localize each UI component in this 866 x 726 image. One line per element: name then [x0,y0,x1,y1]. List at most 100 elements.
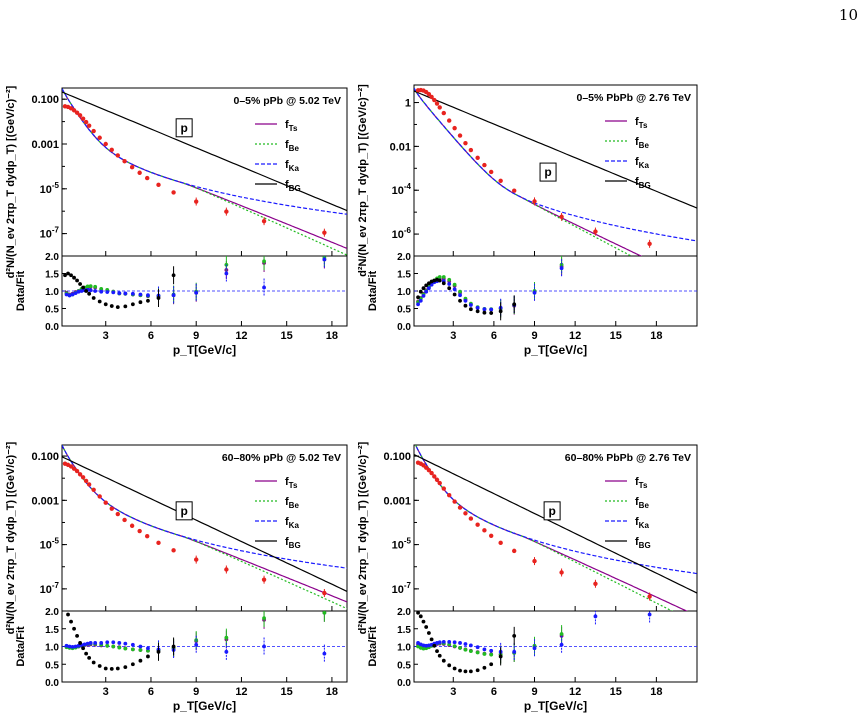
ratio-point-BG [458,298,462,303]
xtick-label: 12 [235,330,247,342]
fit-curve-BG [62,91,347,212]
legend-label-Ka: fKa [285,159,299,173]
data-point [447,493,452,498]
data-point [129,165,135,170]
ratio-point-BG [66,612,70,617]
xtick-label: 12 [569,330,581,342]
legend-label-sub: Be [289,501,300,510]
ratio-point-BG [447,663,452,668]
ratio-point-Ka [447,282,452,286]
data-point [457,133,463,138]
data-point [86,482,92,487]
fit-curves [62,88,347,256]
data-point [144,533,150,539]
ratio-point-BG [437,653,442,658]
fit-curve-Ka [414,87,697,242]
ytick-label: 0.100 [31,451,59,463]
legend-label-sub: Ts [289,481,298,490]
particle-label: p [180,504,187,518]
ratio-point-Be [138,648,143,652]
data-point [322,590,327,596]
ratio-point-BG [72,626,76,631]
data-point [71,466,77,471]
xtick-label: 15 [281,330,293,342]
data-point [224,209,229,214]
data-point [559,214,564,220]
data-point [97,135,102,140]
ratio-ytick-label: 0.0 [397,322,411,333]
data-point [224,567,229,572]
ratio-point-BG [475,668,480,673]
data-point [91,128,96,134]
panel-title: 60–80% PbPb @ 2.76 TeV [565,452,691,464]
ratio-axis-label: Data/Fit [367,626,379,667]
data-point [122,517,127,523]
ytick-label: 10-4 [392,182,412,197]
ratio-point-BG [441,658,446,663]
ratio-point-Ka [452,640,457,645]
legend-label-Be: fBe [635,496,649,510]
xtick-label: 3 [450,686,456,698]
x-axis-label: p_T[GeV/c] [524,699,587,713]
ratio-ytick-label: 2.0 [397,607,411,618]
ratio-point-Ka [67,293,72,298]
data-point [426,467,432,473]
ratio-point-Be [489,652,494,657]
ytick-label: 10-5 [40,537,60,552]
ratio-point-Ka [593,614,598,619]
ratio-point-Be [437,275,442,279]
ratio-point-BG [452,666,457,671]
ratio-point-Ka [70,292,75,297]
ratio-point-BG [424,625,429,629]
ytick-label: 10-5 [392,537,412,552]
ratio-point-BG [109,666,114,671]
legend-label-Be: fBe [635,136,649,150]
data-point [647,594,652,599]
data-points [62,104,327,237]
ratio-ytick-label: 1.0 [45,643,59,654]
data-point [261,218,267,224]
ratio-point-BG [512,302,517,307]
data-points [62,461,327,598]
ratio-point-BG [69,273,73,278]
ratio-point-BG [426,631,431,635]
ratio-point-Ka [421,294,426,298]
data-point [137,528,142,534]
legend-label-Be: fBe [285,496,299,510]
ratio-point-Ka [117,291,122,295]
data-point [593,229,598,234]
data-point [109,147,114,153]
ratio-point-Ka [441,639,446,644]
data-point [593,581,598,586]
ytick-label: 0.01 [390,141,411,153]
ratio-point-Ka [475,305,480,310]
ratio-point-BG [103,666,108,671]
fit-curve-BG [414,453,697,594]
ratio-point-Ka [88,288,93,293]
ratio-point-Ka [322,651,327,656]
data-point [452,125,457,131]
ratio-point-BG [435,649,439,654]
ratio-point-Ka [88,641,93,645]
ratio-point-Ka [67,644,72,649]
ratio-point-Be [262,616,266,620]
xtick-label: 18 [650,330,662,342]
data-point [512,188,517,193]
legend-label-sub: Ts [289,124,298,133]
ratio-point-BG [424,283,429,288]
ratio-point-BG [489,311,494,315]
ratio-point-BG [156,649,161,654]
data-point [80,116,86,121]
ratio-point-Be [458,289,462,294]
xtick-label: 6 [491,686,497,698]
ratio-point-Be [441,275,446,279]
ratio-point-BG [452,292,457,297]
ratio-point-Be [85,284,90,289]
data-point [434,477,440,482]
ratio-point-Be [322,611,327,615]
ytick-exponent: -7 [52,581,60,590]
ratio-point-Ka [82,642,87,647]
ratio-point-Be [475,650,480,655]
ratio-point-BG [72,275,76,280]
xtick-label: 18 [326,330,338,342]
